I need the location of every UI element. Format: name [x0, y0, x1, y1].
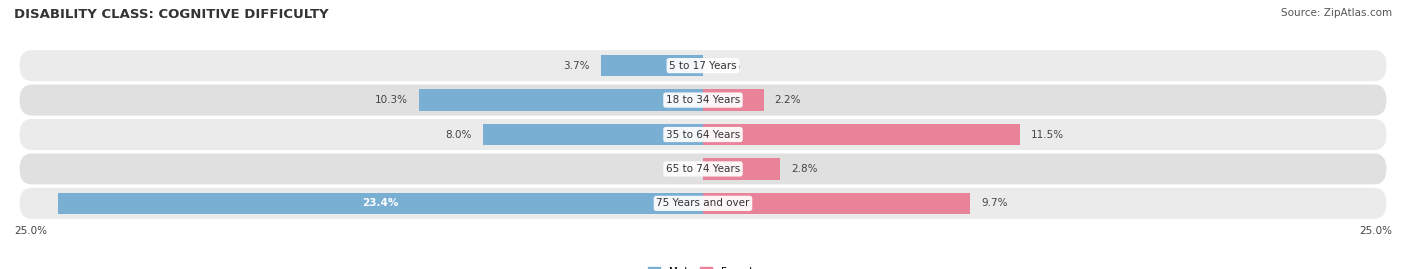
Bar	[703, 158, 780, 180]
FancyBboxPatch shape	[20, 50, 1386, 81]
Text: 18 to 34 Years: 18 to 34 Years	[666, 95, 740, 105]
FancyBboxPatch shape	[20, 84, 1386, 116]
Text: 0.0%: 0.0%	[665, 164, 692, 174]
Text: 2.2%: 2.2%	[775, 95, 801, 105]
Text: 8.0%: 8.0%	[446, 129, 471, 140]
Bar	[482, 124, 703, 145]
Legend: Male, Female: Male, Female	[644, 263, 762, 269]
Text: 2.8%: 2.8%	[792, 164, 818, 174]
Text: 10.3%: 10.3%	[375, 95, 408, 105]
Text: 0.0%: 0.0%	[714, 61, 741, 71]
Bar	[419, 89, 703, 111]
Text: DISABILITY CLASS: COGNITIVE DIFFICULTY: DISABILITY CLASS: COGNITIVE DIFFICULTY	[14, 8, 329, 21]
Text: 9.7%: 9.7%	[981, 198, 1008, 208]
Text: 3.7%: 3.7%	[564, 61, 591, 71]
Text: 23.4%: 23.4%	[363, 198, 399, 208]
Text: 75 Years and over: 75 Years and over	[657, 198, 749, 208]
FancyBboxPatch shape	[20, 188, 1386, 219]
Text: 25.0%: 25.0%	[14, 226, 46, 236]
Text: 25.0%: 25.0%	[1360, 226, 1392, 236]
Text: 35 to 64 Years: 35 to 64 Years	[666, 129, 740, 140]
Text: Source: ZipAtlas.com: Source: ZipAtlas.com	[1281, 8, 1392, 18]
FancyBboxPatch shape	[20, 153, 1386, 185]
Text: 11.5%: 11.5%	[1031, 129, 1064, 140]
Bar	[703, 89, 763, 111]
Text: 65 to 74 Years: 65 to 74 Years	[666, 164, 740, 174]
Bar	[703, 124, 1019, 145]
Bar	[58, 193, 703, 214]
Bar	[600, 55, 703, 76]
Bar	[703, 193, 970, 214]
Text: 5 to 17 Years: 5 to 17 Years	[669, 61, 737, 71]
FancyBboxPatch shape	[20, 119, 1386, 150]
